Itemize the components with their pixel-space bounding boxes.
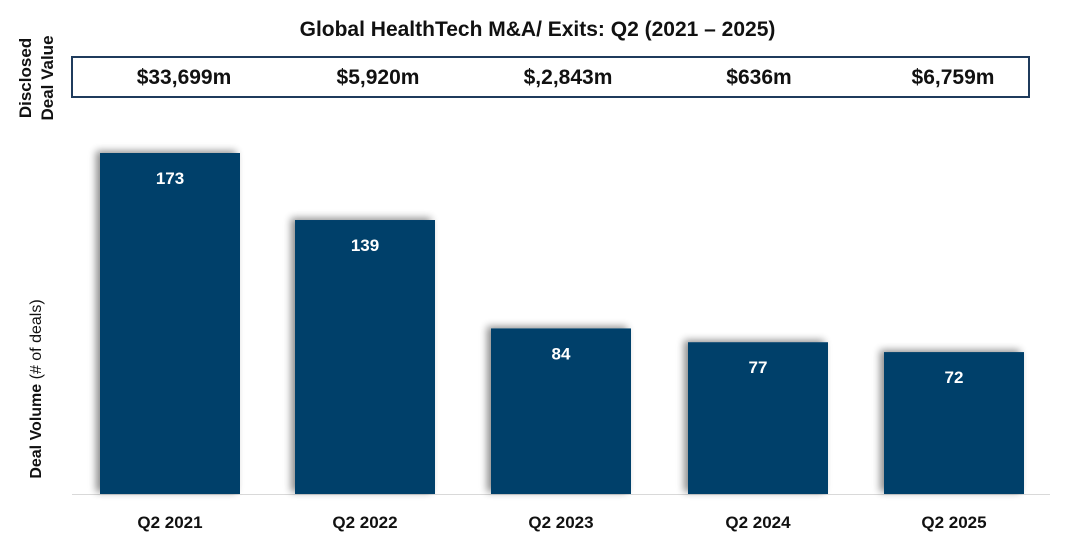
deal-value-q2-2024: $636m [726,66,792,89]
data-label: 77 [749,358,768,377]
deal-value-q2-2023: $,2,843m [523,66,613,89]
data-label: 84 [552,344,571,363]
x-tick-label: Q2 2025 [921,513,986,532]
bar-q2-2023 [491,328,631,494]
x-tick-label: Q2 2024 [725,513,791,532]
data-label: 72 [945,368,964,387]
chart-title: Global HealthTech M&A/ Exits: Q2 (2021 –… [299,18,776,41]
bar-q2-2025 [884,352,1024,494]
x-tick-label: Q2 2023 [528,513,593,532]
x-tick-label: Q2 2021 [137,513,202,532]
x-tick-label: Q2 2022 [332,513,397,532]
deal-value-q2-2025: $6,759m [911,66,995,89]
bar-q2-2024 [688,342,828,494]
deal-value-box: $33,699m $5,920m $,2,843m $636m $6,759m [71,56,1030,98]
deal-value-q2-2021: $33,699m [136,66,232,89]
bar-q2-2022 [295,220,435,494]
deal-value-q2-2022: $5,920m [336,66,420,89]
data-label: 139 [351,236,379,255]
data-label: 173 [156,169,184,188]
bar-q2-2021 [100,153,240,494]
